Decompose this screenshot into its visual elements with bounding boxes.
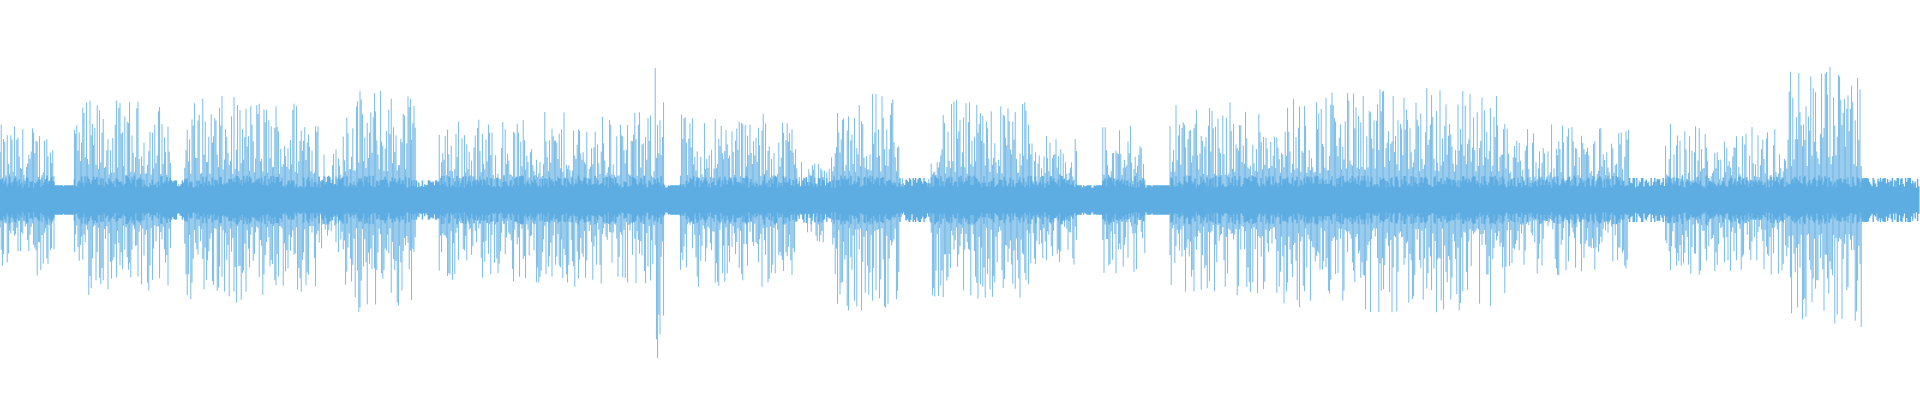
waveform-core xyxy=(0,175,1920,225)
